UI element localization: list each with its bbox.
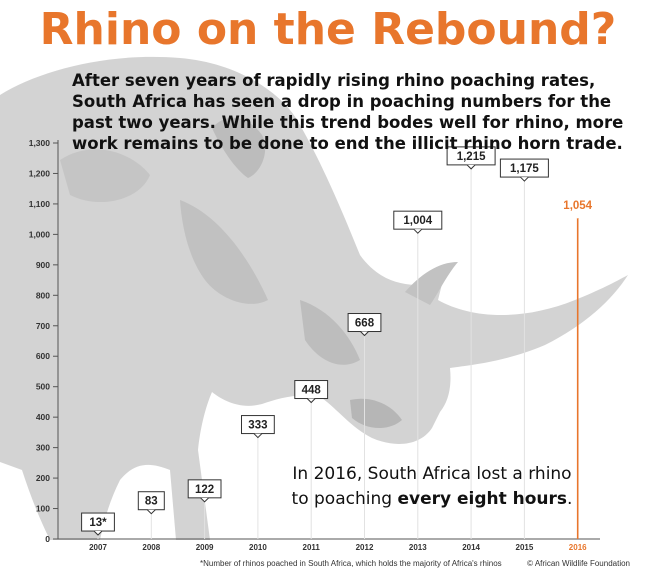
x-tick-label: 2013 xyxy=(409,543,427,552)
y-tick-label: 1,300 xyxy=(29,138,51,148)
y-tick-labels: 0 100 200 300 400 500 600 700 800 900 1,000 1,100 1,… xyxy=(29,138,58,544)
y-tick-label: 100 xyxy=(36,504,50,514)
y-tick-label: 1,000 xyxy=(29,229,51,239)
y-tick-label: 800 xyxy=(36,290,50,300)
value-label-pointer xyxy=(253,433,263,439)
callout-line-2: to poaching every eight hours. xyxy=(272,487,592,512)
callout-prefix: to poaching xyxy=(291,489,398,509)
value-label: 1,054 xyxy=(563,200,592,212)
value-label-pointer xyxy=(200,497,209,503)
y-tick-label: 300 xyxy=(36,443,50,453)
x-tick-label: 2007 xyxy=(89,543,107,552)
value-label-pointer xyxy=(360,331,369,337)
y-tick-label: 900 xyxy=(36,260,50,270)
callout-emphasis: every eight hours xyxy=(397,489,568,509)
value-label: 668 xyxy=(355,318,375,330)
value-label: 13* xyxy=(89,517,107,529)
callout-suffix: . xyxy=(567,489,573,509)
value-label-pointer xyxy=(466,164,476,170)
x-tick-label: 2016 xyxy=(569,543,587,552)
value-label-pointer xyxy=(573,213,583,219)
value-label: 1,175 xyxy=(510,163,539,175)
data-markers: 13* 83 122 333 448 668 1,004 1,215 1,175 1,054 xyxy=(81,146,603,539)
callout-line-1: In 2016, South Africa lost a rhino xyxy=(292,464,572,484)
value-label: 448 xyxy=(302,385,322,397)
footnote: *Number of rhinos poached in South Afric… xyxy=(200,559,502,568)
y-tick-label: 1,100 xyxy=(29,199,51,209)
x-tick-label: 2008 xyxy=(142,543,160,552)
x-tick-label: 2015 xyxy=(516,543,534,552)
value-label-pointer xyxy=(93,530,103,536)
value-label: 1,215 xyxy=(457,151,486,163)
x-tick-label: 2010 xyxy=(249,543,267,552)
value-label: 122 xyxy=(195,484,214,496)
value-label: 1,004 xyxy=(403,215,432,227)
page-title: Rhino on the Rebound? xyxy=(39,4,617,55)
value-label-pointer xyxy=(306,398,316,404)
value-label-pointer xyxy=(146,509,156,515)
x-tick-label: 2011 xyxy=(303,543,321,552)
y-tick-label: 500 xyxy=(36,382,50,392)
x-tick-labels: 2007 2008 2009 2010 2011 2012 2013 2014 2015 2016 xyxy=(89,543,587,552)
y-tick-label: 0 xyxy=(45,534,50,544)
y-tick-label: 600 xyxy=(36,351,50,361)
y-tick-label: 400 xyxy=(36,412,50,422)
y-tick-label: 200 xyxy=(36,473,50,483)
x-tick-label: 2009 xyxy=(196,543,214,552)
callout-note: In 2016, South Africa lost a rhino to po… xyxy=(272,462,592,512)
y-tick-label: 1,200 xyxy=(29,168,51,178)
x-tick-label: 2014 xyxy=(462,543,480,552)
subtitle: After seven years of rapidly rising rhin… xyxy=(72,71,624,153)
x-tick-label: 2012 xyxy=(356,543,374,552)
value-label: 333 xyxy=(248,420,267,432)
value-label-pointer xyxy=(413,228,423,234)
value-label: 83 xyxy=(145,496,158,508)
credit: © African Wildlife Foundation xyxy=(527,559,630,568)
y-tick-label: 700 xyxy=(36,321,50,331)
value-label-pointer xyxy=(520,176,529,182)
